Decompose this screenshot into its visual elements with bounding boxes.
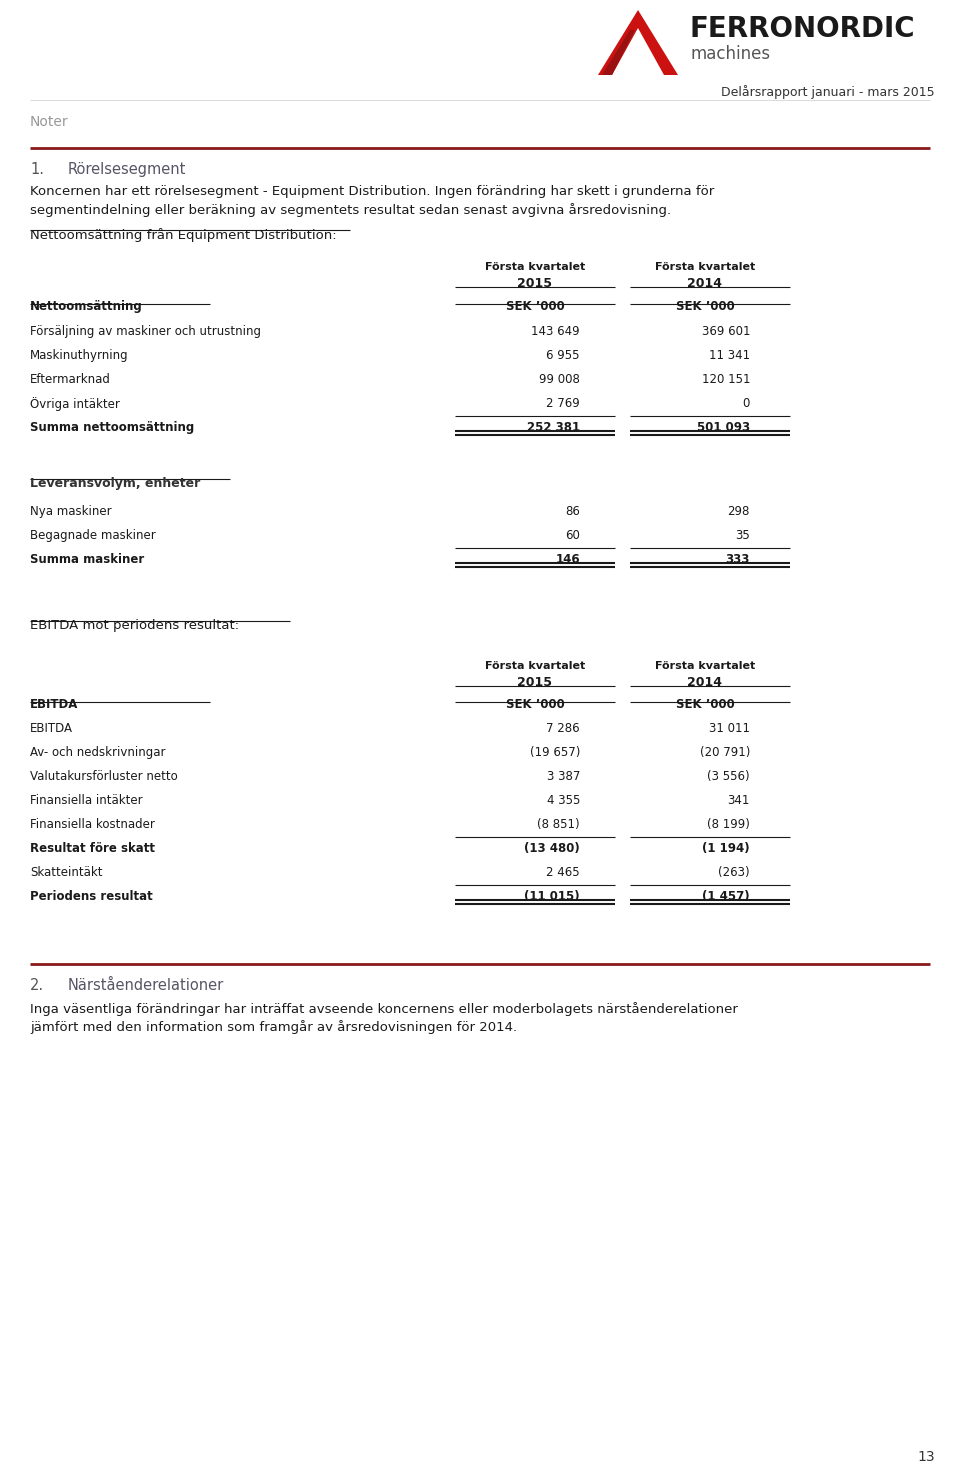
Text: Nettoomsättning: Nettoomsättning xyxy=(30,300,143,313)
Text: 3 387: 3 387 xyxy=(546,770,580,783)
Text: (3 556): (3 556) xyxy=(708,770,750,783)
Text: jämfört med den information som framgår av årsredovisningen för 2014.: jämfört med den information som framgår … xyxy=(30,1019,517,1034)
Text: Första kvartalet: Första kvartalet xyxy=(485,661,586,671)
Text: Koncernen har ett rörelsesegment - Equipment Distribution. Ingen förändring har : Koncernen har ett rörelsesegment - Equip… xyxy=(30,185,714,198)
Polygon shape xyxy=(598,10,678,75)
Text: (11 015): (11 015) xyxy=(524,890,580,903)
Text: 99 008: 99 008 xyxy=(540,373,580,386)
Text: SEK ’000: SEK ’000 xyxy=(506,300,564,313)
Text: 7 286: 7 286 xyxy=(546,721,580,734)
Text: 6 955: 6 955 xyxy=(546,350,580,361)
Text: Inga väsentliga förändringar har inträffat avseende koncernens eller moderbolage: Inga väsentliga förändringar har inträff… xyxy=(30,1002,738,1017)
Text: 146: 146 xyxy=(556,552,580,566)
Text: EBITDA mot periodens resultat:: EBITDA mot periodens resultat: xyxy=(30,618,239,632)
Text: Maskinuthyrning: Maskinuthyrning xyxy=(30,350,129,361)
Text: Försäljning av maskiner och utrustning: Försäljning av maskiner och utrustning xyxy=(30,325,261,338)
Text: EBITDA: EBITDA xyxy=(30,698,79,711)
Text: Eftermarknad: Eftermarknad xyxy=(30,373,110,386)
Text: 2 769: 2 769 xyxy=(546,397,580,410)
Text: FERRONORDIC: FERRONORDIC xyxy=(690,15,916,43)
Text: Valutakursförluster netto: Valutakursförluster netto xyxy=(30,770,178,783)
Text: 2015: 2015 xyxy=(517,278,553,289)
Text: segmentindelning eller beräkning av segmentets resultat sedan senast avgivna års: segmentindelning eller beräkning av segm… xyxy=(30,203,671,217)
Text: Skatteintäkt: Skatteintäkt xyxy=(30,867,103,878)
Text: 143 649: 143 649 xyxy=(532,325,580,338)
Text: 341: 341 xyxy=(728,795,750,806)
Text: Periodens resultat: Periodens resultat xyxy=(30,890,153,903)
Text: Nya maskiner: Nya maskiner xyxy=(30,505,111,519)
Text: Delårsrapport januari - mars 2015: Delårsrapport januari - mars 2015 xyxy=(721,85,935,98)
Text: Summa nettoomsättning: Summa nettoomsättning xyxy=(30,422,194,433)
Text: 120 151: 120 151 xyxy=(702,373,750,386)
Text: 2014: 2014 xyxy=(687,676,723,689)
Text: 252 381: 252 381 xyxy=(527,422,580,433)
Text: Första kvartalet: Första kvartalet xyxy=(655,261,756,272)
Text: Begagnade maskiner: Begagnade maskiner xyxy=(30,529,156,542)
Text: Resultat före skatt: Resultat före skatt xyxy=(30,842,155,855)
Text: Finansiella intäkter: Finansiella intäkter xyxy=(30,795,143,806)
Text: 333: 333 xyxy=(726,552,750,566)
Text: (1 457): (1 457) xyxy=(703,890,750,903)
Text: 2.: 2. xyxy=(30,978,44,993)
Text: 2015: 2015 xyxy=(517,676,553,689)
Text: EBITDA: EBITDA xyxy=(30,721,73,734)
Text: (8 851): (8 851) xyxy=(538,818,580,831)
Text: 501 093: 501 093 xyxy=(697,422,750,433)
Text: 60: 60 xyxy=(565,529,580,542)
Text: Första kvartalet: Första kvartalet xyxy=(485,261,586,272)
Text: 1.: 1. xyxy=(30,162,44,176)
Text: SEK ’000: SEK ’000 xyxy=(676,698,734,711)
Text: (19 657): (19 657) xyxy=(530,746,580,759)
Text: Närståenderelationer: Närståenderelationer xyxy=(68,978,225,993)
Text: SEK ’000: SEK ’000 xyxy=(676,300,734,313)
Text: (13 480): (13 480) xyxy=(524,842,580,855)
Text: Nettoomsättning från Equipment Distribution:: Nettoomsättning från Equipment Distribut… xyxy=(30,228,337,242)
Text: 13: 13 xyxy=(918,1450,935,1465)
Polygon shape xyxy=(612,28,664,75)
Text: 35: 35 xyxy=(735,529,750,542)
Text: Finansiella kostnader: Finansiella kostnader xyxy=(30,818,155,831)
Text: 86: 86 xyxy=(565,505,580,519)
Text: Av- och nedskrivningar: Av- och nedskrivningar xyxy=(30,746,165,759)
Text: 298: 298 xyxy=(728,505,750,519)
Text: 4 355: 4 355 xyxy=(546,795,580,806)
Text: 2014: 2014 xyxy=(687,278,723,289)
Text: (1 194): (1 194) xyxy=(703,842,750,855)
Text: 0: 0 xyxy=(743,397,750,410)
Text: (8 199): (8 199) xyxy=(708,818,750,831)
Text: 11 341: 11 341 xyxy=(708,350,750,361)
Text: Första kvartalet: Första kvartalet xyxy=(655,661,756,671)
Text: 31 011: 31 011 xyxy=(709,721,750,734)
Text: 369 601: 369 601 xyxy=(702,325,750,338)
Text: (263): (263) xyxy=(718,867,750,878)
Text: Leveransvolym, enheter: Leveransvolym, enheter xyxy=(30,477,201,491)
Text: Summa maskiner: Summa maskiner xyxy=(30,552,144,566)
Text: Rörelsesegment: Rörelsesegment xyxy=(68,162,186,176)
Polygon shape xyxy=(602,29,635,75)
Text: Övriga intäkter: Övriga intäkter xyxy=(30,397,120,411)
Text: 2 465: 2 465 xyxy=(546,867,580,878)
Text: SEK ’000: SEK ’000 xyxy=(506,698,564,711)
Text: Noter: Noter xyxy=(30,115,68,129)
Text: (20 791): (20 791) xyxy=(700,746,750,759)
Text: machines: machines xyxy=(690,46,770,63)
